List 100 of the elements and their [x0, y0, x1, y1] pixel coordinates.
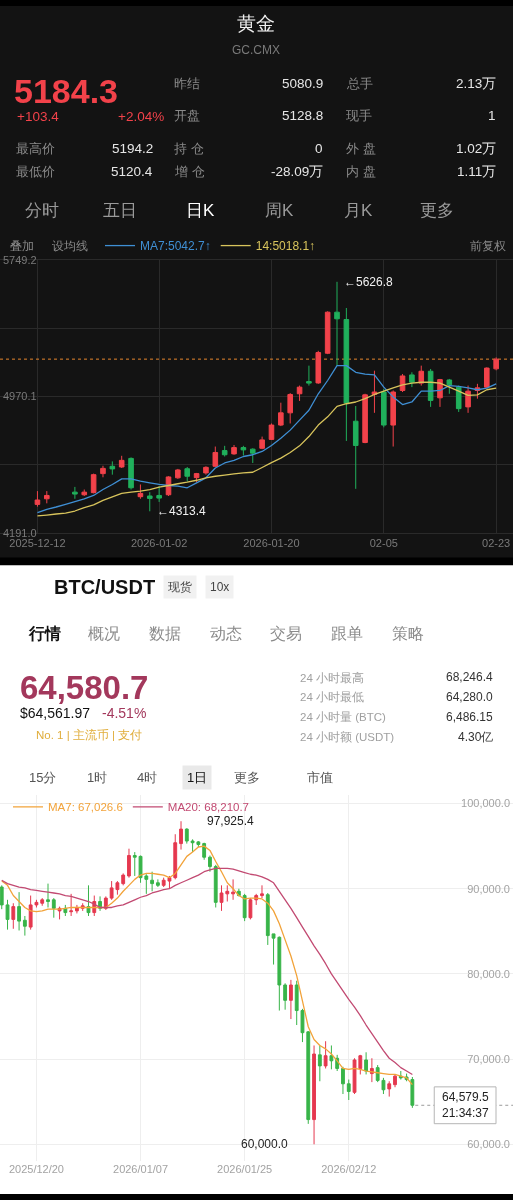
text: BTC/USDT	[54, 576, 156, 598]
x-tick-label: 2025-12-12	[9, 536, 66, 549]
candlestick	[128, 456, 134, 491]
text: 分时	[25, 201, 59, 220]
y-tick-label: 60,000.0	[467, 1138, 510, 1151]
candlestick	[334, 281, 340, 367]
y-tick-label: 5749.2	[3, 254, 37, 267]
text: +103.4	[17, 109, 60, 124]
candlestick	[312, 1044, 316, 1145]
text: 更多	[420, 201, 454, 220]
candlestick	[34, 490, 41, 508]
candlestick	[260, 884, 264, 899]
legend-label: 14:5018.1↑	[255, 239, 316, 254]
text: 10x	[210, 580, 230, 594]
text: 0	[315, 141, 323, 156]
candlestick	[208, 855, 212, 873]
y-tick-label: 4970.1	[3, 390, 37, 403]
candlestick	[259, 436, 265, 450]
text: 交易	[270, 625, 302, 642]
text: 现手	[346, 108, 372, 123]
text: 5128.8	[282, 108, 324, 123]
candlestick	[69, 893, 74, 917]
candlestick	[242, 893, 247, 922]
legend-label: MA20: 68,210.7	[167, 801, 250, 814]
candlestick	[278, 402, 284, 427]
candlestick	[127, 848, 131, 879]
candlestick	[90, 473, 97, 494]
text: 最高价	[16, 141, 55, 156]
text: 15分	[29, 770, 57, 785]
candlestick	[315, 350, 322, 385]
text: No. 1 | 主流币 | 支付	[36, 728, 143, 741]
text: 68,246.4	[446, 670, 494, 684]
candlestick	[86, 884, 91, 917]
text: 1.02万	[456, 141, 497, 156]
text: 4.30亿	[458, 730, 494, 744]
candlestick	[455, 385, 462, 413]
candlestick	[179, 820, 183, 851]
candlestick	[212, 446, 219, 468]
x-tick-label: 02-05	[369, 536, 398, 549]
candlestick	[11, 902, 16, 930]
text: 1日	[187, 770, 208, 785]
annotation: ←4313.4	[157, 504, 207, 518]
text: 1	[488, 108, 496, 123]
candlestick	[193, 472, 200, 483]
candlestick	[72, 486, 78, 500]
candlestick	[184, 827, 189, 845]
candlestick	[343, 307, 350, 442]
text: 概况	[88, 625, 120, 642]
candlestick	[231, 878, 235, 901]
text: 24 小时量 (BTC)	[300, 711, 387, 723]
candlestick	[317, 1044, 322, 1082]
candlestick	[418, 365, 425, 387]
candlestick	[323, 1040, 328, 1069]
candlestick	[362, 393, 368, 444]
text: 日K	[186, 201, 215, 220]
y-tick-label: 90,000.0	[467, 882, 510, 895]
x-tick-label: 02-23	[482, 536, 511, 549]
text: 总手	[346, 76, 373, 91]
candlestick	[287, 392, 293, 424]
text: $64,561.97	[20, 705, 91, 721]
text: 2.13万	[456, 76, 497, 91]
candlestick	[240, 445, 247, 456]
text: GC.CMX	[232, 43, 280, 57]
candlestick	[329, 1044, 334, 1070]
candlestick	[203, 465, 209, 476]
annotation: ←5626.8	[344, 275, 394, 289]
candlestick	[371, 370, 378, 414]
candlestick	[213, 864, 218, 908]
x-tick-label: 2026/01/07	[113, 1163, 169, 1176]
candlestick	[283, 982, 288, 1011]
text: 设均线	[52, 239, 88, 253]
candlestick	[146, 491, 153, 512]
text: 24 小时最高	[300, 671, 364, 684]
text: 1.11万	[457, 164, 497, 179]
x-tick-label: 2026-01-02	[131, 536, 188, 549]
candlestick	[346, 1079, 351, 1101]
candlestick	[324, 310, 331, 355]
candlestick	[221, 445, 228, 457]
y-tick-label: 100,000.0	[461, 797, 510, 810]
candlestick	[17, 891, 21, 931]
candlestick	[175, 468, 181, 480]
candlestick	[248, 897, 253, 920]
x-tick-label: 2026-01-20	[243, 536, 300, 549]
text: 开盘	[174, 108, 200, 123]
text: 叠加	[10, 239, 34, 253]
candlestick	[150, 871, 155, 892]
candlestick	[410, 1076, 415, 1109]
candlestick	[155, 878, 160, 888]
text: 周K	[265, 201, 294, 220]
text: +2.04%	[118, 109, 165, 124]
candlestick	[381, 388, 387, 428]
text: 昨结	[174, 76, 200, 91]
candlestick	[390, 389, 396, 448]
text: 5080.9	[282, 76, 324, 91]
candlestick	[156, 485, 162, 503]
text: 4时	[137, 770, 158, 785]
candlestick	[446, 378, 453, 395]
text: 64,280.0	[446, 690, 494, 704]
x-tick-label: 2025/12/20	[8, 1163, 64, 1176]
candlestick	[364, 1051, 369, 1075]
